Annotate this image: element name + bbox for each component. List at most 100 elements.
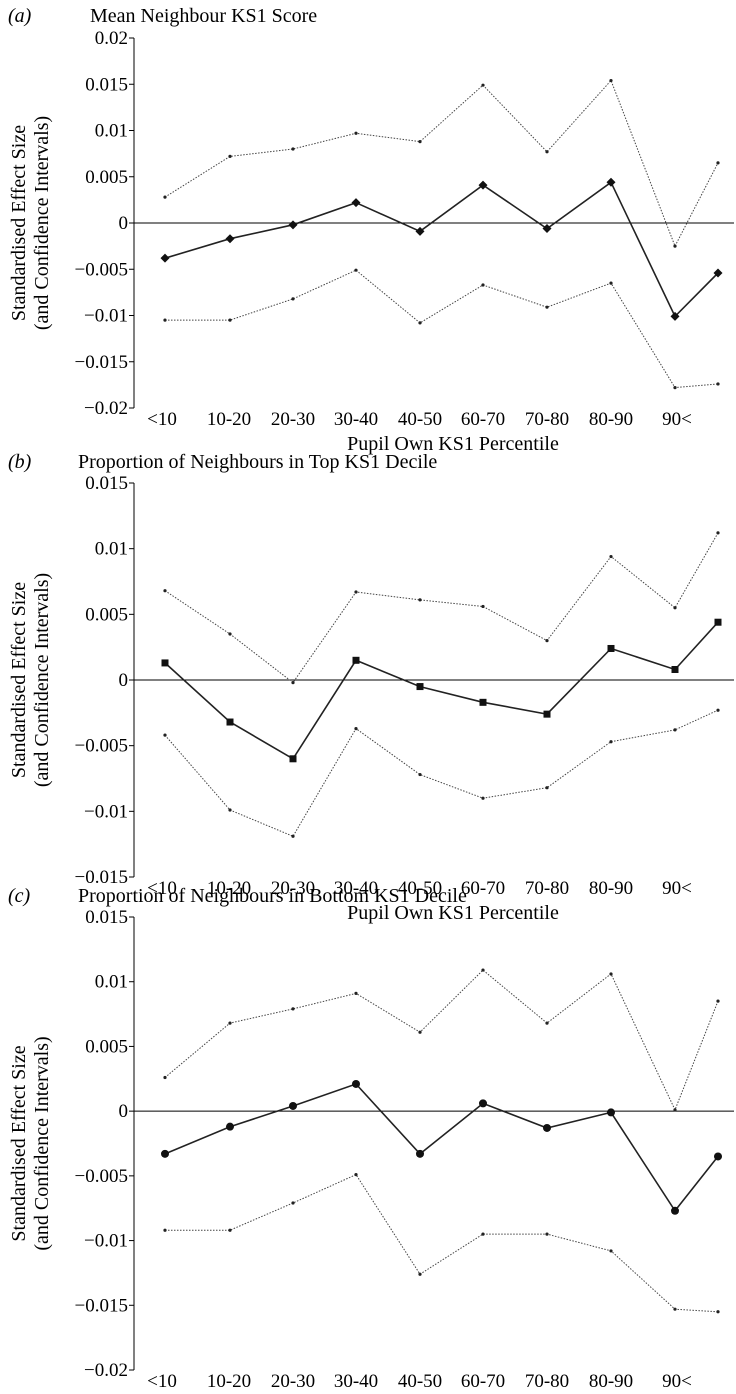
estimate-marker-diamond [713, 268, 723, 278]
upper-ci-point [163, 589, 167, 593]
lower-ci-point [673, 386, 677, 390]
lower-ci-point [354, 1172, 358, 1177]
estimate-marker-circle [226, 1122, 234, 1131]
x-tick-label: 60-70 [461, 878, 505, 899]
upper-ci-point [716, 161, 720, 165]
x-tick-label: 80-90 [589, 409, 633, 430]
lower-ci-point [418, 321, 422, 325]
estimate-marker-circle [543, 1123, 551, 1132]
estimate-marker-square [714, 618, 722, 626]
upper-ci-point [481, 83, 485, 87]
estimate-marker-square [352, 656, 360, 664]
upper-ci-point [673, 606, 677, 610]
lower-ci-point [291, 297, 295, 301]
upper-ci-point [673, 1108, 677, 1112]
y-tick-label: 0.01 [95, 972, 128, 993]
x-tick-label: <10 [147, 409, 177, 430]
panel-label: (c) [8, 885, 31, 907]
x-tick-label: 20-30 [271, 878, 315, 899]
x-tick-label: 40-50 [398, 1371, 442, 1392]
estimate-marker-diamond [542, 224, 552, 234]
y-tick-label: −0.005 [75, 1166, 128, 1187]
upper-ci-point [481, 604, 485, 609]
upper-ci-point [418, 598, 422, 602]
y-axis-label: (and Confidence Intervals) [31, 1036, 53, 1250]
lower-ci-point [716, 382, 720, 386]
lower-ci-point [481, 283, 485, 287]
panel-label: (a) [8, 5, 32, 27]
y-tick-label: 0.015 [85, 907, 128, 928]
lower-ci-point [673, 728, 677, 732]
chart-title: Mean Neighbour KS1 Score [90, 5, 317, 27]
upper-ci-point [354, 590, 358, 594]
y-tick-label: 0.015 [85, 473, 128, 494]
estimate-marker-diamond [606, 177, 616, 187]
upper-ci-point [354, 991, 358, 995]
estimate-marker-square [479, 698, 487, 706]
estimate-marker-diamond [415, 226, 425, 236]
estimate-marker-circle [416, 1149, 424, 1158]
upper-ci-point [163, 1075, 167, 1080]
estimate-marker-square [289, 755, 297, 763]
upper-ci-point [545, 639, 549, 643]
estimate-marker-square [671, 665, 679, 673]
estimate-marker-circle [671, 1206, 679, 1215]
y-tick-label: −0.01 [84, 306, 128, 327]
estimate-line [164, 621, 719, 760]
estimate-marker-diamond [478, 180, 488, 190]
y-tick-label: 0 [119, 670, 129, 691]
lower-ci-point [163, 733, 167, 737]
y-tick-label: 0.005 [85, 604, 128, 625]
estimate-marker-square [607, 644, 615, 652]
y-axis-label: Standardised Effect Size [8, 125, 30, 321]
upper-ci-point [228, 632, 232, 636]
estimate-marker-square [416, 683, 424, 691]
lower-ci-point [609, 740, 613, 744]
lower-ci-point [163, 318, 167, 322]
y-tick-label: −0.015 [75, 1295, 128, 1316]
x-tick-label: 30-40 [334, 409, 378, 430]
x-tick-label: 60-70 [461, 409, 505, 430]
lower-ci-point [354, 268, 358, 272]
y-tick-label: 0.015 [85, 74, 128, 95]
estimate-marker-diamond [288, 220, 298, 230]
estimate-marker-circle [607, 1108, 615, 1117]
lower-ci-point [228, 808, 232, 812]
y-tick-label: −0.005 [75, 259, 128, 280]
y-tick-label: −0.01 [84, 1231, 128, 1252]
upper-ci-point [291, 681, 295, 685]
y-axis-label: Standardised Effect Size [8, 582, 30, 778]
lower-ci-point [163, 1228, 167, 1232]
lower-ci-point [673, 1307, 677, 1311]
estimate-marker-diamond [225, 234, 235, 244]
y-tick-label: −0.02 [84, 398, 128, 419]
x-tick-label: 20-30 [271, 1371, 315, 1392]
x-tick-label: 20-30 [271, 409, 315, 430]
lower-ci-point [481, 796, 485, 800]
x-tick-label: 10-20 [207, 878, 251, 899]
estimate-marker-diamond [351, 198, 361, 208]
x-tick-label: 30-40 [334, 1371, 378, 1392]
estimate-marker-diamond [670, 311, 680, 321]
lower-ci-point [545, 305, 549, 309]
x-tick-label: 10-20 [207, 409, 251, 430]
x-tick-label: <10 [147, 878, 177, 899]
chart-title: Proportion of Neighbours in Top KS1 Deci… [78, 451, 437, 473]
lower-ci-point [609, 281, 613, 285]
lower-ci-line [164, 709, 719, 837]
estimate-marker-square [543, 710, 551, 718]
x-tick-label: 90< [662, 1371, 692, 1392]
x-axis-label: Pupil Own KS1 Percentile [347, 902, 559, 924]
y-axis-label: Standardised Effect Size [8, 1045, 30, 1241]
upper-ci-point [673, 244, 677, 248]
x-tick-label: 90< [662, 409, 692, 430]
estimate-marker-circle [352, 1079, 360, 1088]
upper-ci-point [609, 78, 613, 83]
y-tick-label: −0.015 [75, 352, 128, 373]
y-tick-label: 0.01 [95, 121, 128, 142]
upper-ci-point [228, 154, 232, 158]
estimate-marker-square [226, 718, 234, 726]
y-tick-label: 0.005 [85, 1036, 128, 1057]
